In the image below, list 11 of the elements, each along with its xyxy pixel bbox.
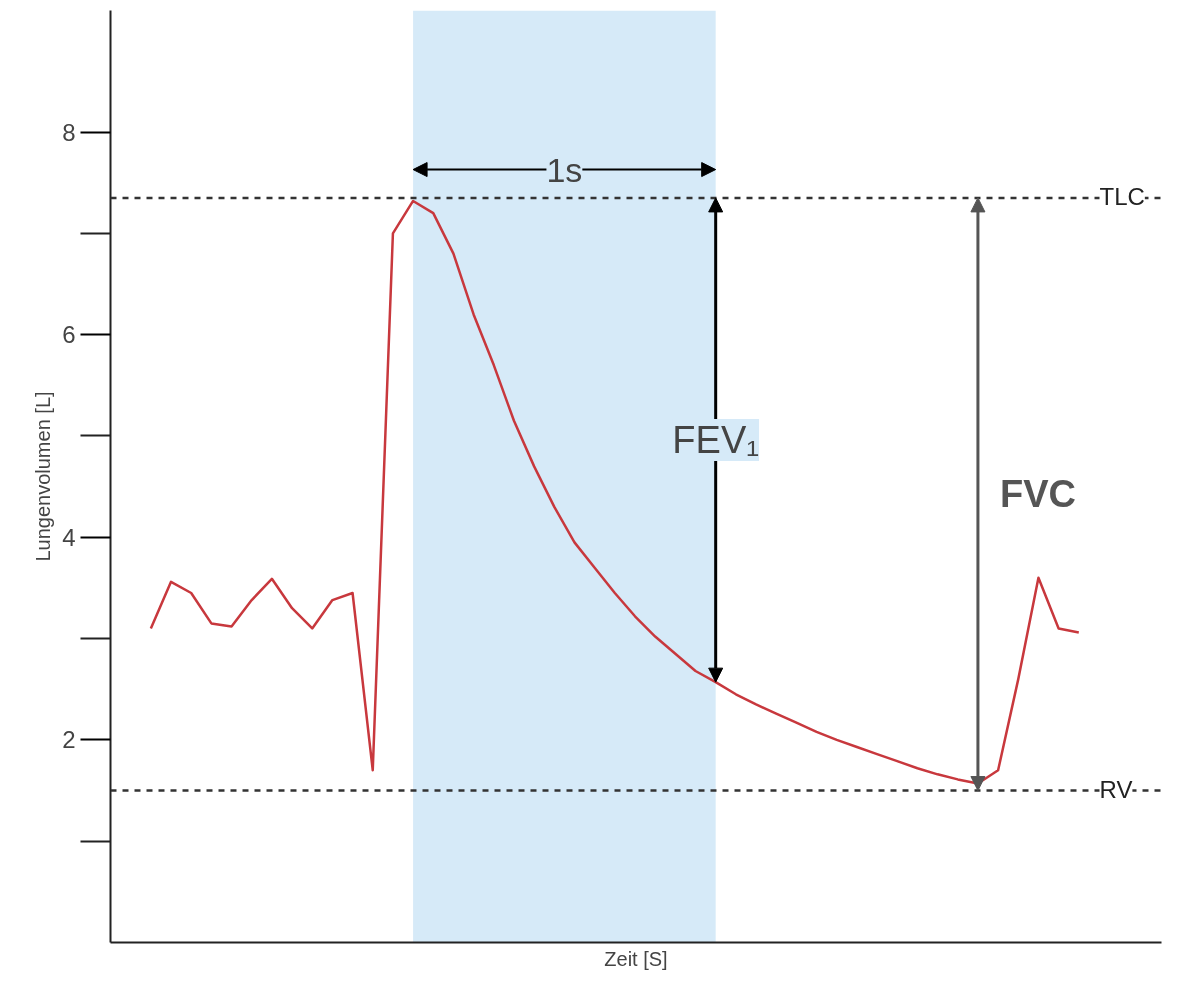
x-axis-title: Zeit [S]: [604, 947, 668, 970]
y-tick-label: 8: [62, 118, 76, 146]
annotation: FEV₁: [672, 419, 760, 462]
y-tick-label: 2: [62, 726, 76, 754]
y-tick-label: 6: [62, 321, 76, 349]
ref-line-label: TLC: [1099, 182, 1145, 210]
y-tick-label: 4: [62, 523, 76, 551]
ref-line-label: RV: [1099, 775, 1133, 803]
annotation: FVC: [999, 473, 1076, 516]
annotation: 1s: [546, 150, 583, 189]
y-axis-title: Lungenvolumen [L]: [32, 391, 55, 562]
